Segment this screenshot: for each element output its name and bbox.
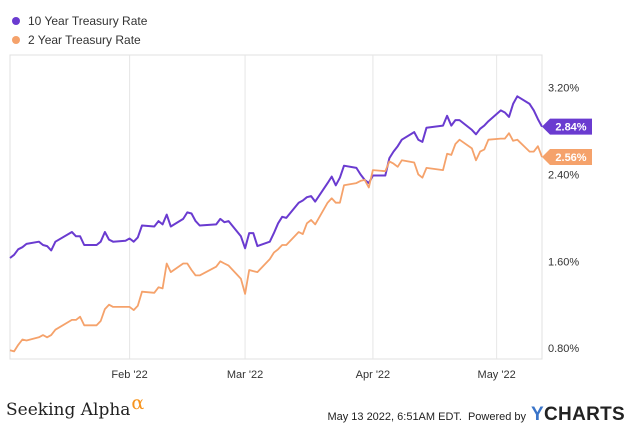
legend-swatch-10y (12, 16, 20, 25)
seeking-alpha-logo[interactable]: Seeking Alphaα (6, 392, 144, 420)
legend-label-2y: 2 Year Treasury Rate (28, 32, 141, 47)
end-label-10y: 2.84% (542, 118, 592, 135)
end-label-badge (542, 149, 592, 166)
y-tick-label: 2.40% (548, 169, 579, 181)
ycharts-logo-text: CHARTS (544, 404, 625, 425)
brand-name: Seeking Alpha (6, 400, 131, 420)
legend-label-10y: 10 Year Treasury Rate (28, 13, 148, 28)
ycharts-logo[interactable]: YCHARTS (531, 404, 625, 426)
x-tick-label: Apr '22 (356, 369, 391, 381)
legend-item-2y[interactable]: 2 Year Treasury Rate (12, 30, 147, 49)
end-label-badge (542, 118, 592, 135)
alpha-icon: α (131, 392, 145, 414)
y-tick-label: 0.80% (548, 343, 579, 355)
y-tick-label: 1.60% (548, 256, 579, 268)
series-lines (9, 95, 543, 353)
x-tick-label: Mar '22 (227, 369, 263, 381)
plot-frame (9, 54, 543, 360)
end-labels: 2.84% 2.56% (542, 118, 592, 166)
y-tick-label: 3.20% (548, 83, 579, 95)
series-line-2y[interactable] (9, 132, 543, 353)
axis-ticks: Feb '22 Mar '22 Apr '22 May '22 0.80% 1.60% 2.… (111, 83, 579, 381)
grid-lines (129, 55, 498, 359)
timestamp: May 13 2022, 6:51AM EDT. (327, 411, 462, 423)
end-label-value: 2.56% (555, 152, 586, 164)
x-tick-label: May '22 (478, 369, 516, 381)
series-line-10y[interactable] (9, 95, 543, 259)
end-label-value: 2.84% (555, 122, 586, 134)
legend-item-10y[interactable]: 10 Year Treasury Rate (12, 11, 147, 30)
legend-swatch-2y (12, 35, 20, 44)
end-label-2y: 2.56% (542, 149, 592, 166)
footer-meta: May 13 2022, 6:51AM EDT. Powered by YCHA… (327, 404, 625, 426)
x-tick-label: Feb '22 (111, 369, 147, 381)
powered-by-text: Powered by (467, 411, 527, 423)
ycharts-logo-y: Y (531, 404, 545, 425)
legend: 10 Year Treasury Rate 2 Year Treasury Ra… (12, 11, 147, 49)
